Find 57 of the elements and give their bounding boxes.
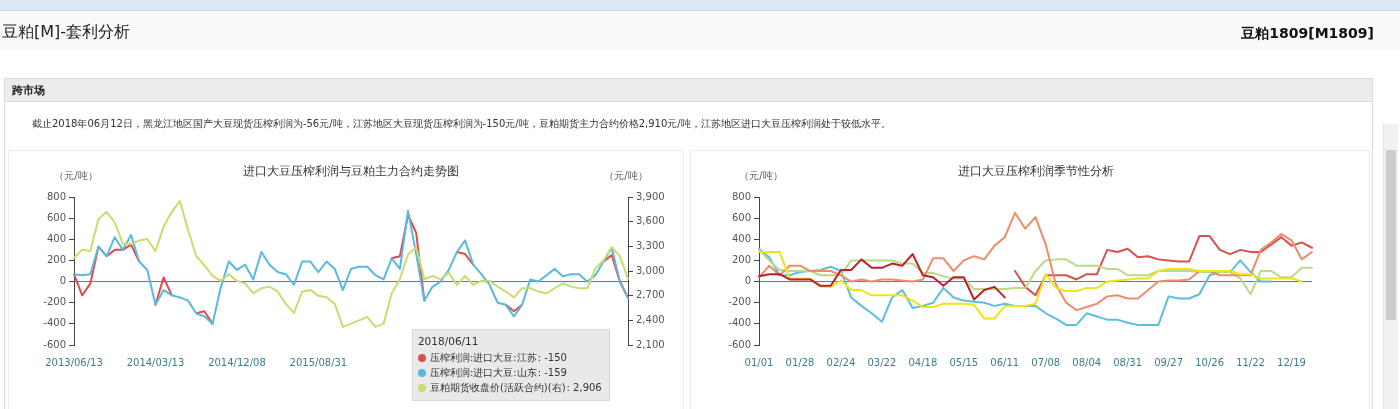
x-tick-label: 2013/06/13	[45, 356, 103, 368]
legend-label: 压榨利润:进口大豆:山东	[429, 367, 537, 378]
x-tick-label: 2014/12/08	[208, 356, 266, 368]
y-tick-label: 800	[46, 190, 66, 202]
x-tick-label: 01/28	[785, 356, 815, 368]
y-axis-title: （元/吨）	[54, 169, 98, 181]
y-tick-label: -400	[43, 317, 66, 329]
y-tick-label: 0	[59, 275, 66, 287]
y-tick-label: 200	[731, 254, 751, 266]
legend-label: 压榨利润:进口大豆:江苏	[429, 352, 537, 363]
x-tick-label: 2015/08/31	[289, 356, 348, 368]
y-tick-label: -200	[728, 296, 751, 308]
text: : 2,906	[566, 382, 602, 393]
text: : -150	[537, 352, 567, 363]
x-tick-label: 12/19	[1277, 356, 1306, 368]
y-tick-label: 400	[731, 232, 751, 244]
y-tick-label: 600	[731, 211, 751, 223]
y2-tick-label: 2,400	[636, 313, 665, 325]
y-tick-label: 400	[46, 232, 66, 244]
text: 豆粕[M]-套利分析	[2, 22, 131, 43]
y-tick-label: -600	[43, 338, 66, 350]
y2-tick-label: 2,700	[636, 289, 665, 301]
y2-tick-label: 3,300	[636, 239, 665, 251]
y-tick-label: -200	[43, 296, 66, 308]
x-tick-label: 09/27	[1154, 356, 1184, 368]
y-tick-label: 800	[731, 190, 751, 202]
chart-title: 进口大豆压榨利润季节性分析	[957, 164, 1114, 179]
y2-tick-label: 3,000	[636, 264, 665, 276]
y-tick-label: -600	[728, 338, 751, 350]
x-tick-label: 08/31	[1113, 356, 1143, 368]
y-tick-label: -400	[728, 317, 751, 329]
x-tick-label: 11/22	[1236, 356, 1265, 368]
x-tick-label: 08/04	[1072, 356, 1102, 368]
text: 跨市场	[12, 83, 45, 98]
x-tick-label: 05/15	[949, 356, 979, 368]
x-tick-label: 2014/03/13	[126, 356, 185, 368]
y-tick-label: 200	[46, 254, 66, 266]
y-tick-label: 0	[744, 275, 751, 287]
x-tick-label: 03/22	[867, 356, 897, 368]
y2-tick-label: 3,600	[636, 215, 665, 227]
legend-title: 2018/06/11	[417, 334, 480, 349]
y2-tick-label: 2,100	[636, 338, 665, 350]
legend-label: 豆粕期货收盘价(活跃合约)(右)	[429, 382, 566, 393]
x-tick-label: 06/11	[990, 356, 1020, 368]
x-tick-label: 02/24	[826, 356, 856, 368]
text: : -159	[537, 367, 567, 378]
text: 豆粕1809[M1809]	[1241, 25, 1374, 43]
chart-title: 进口大豆压榨利润与豆粕主力合约走势图	[243, 164, 459, 179]
x-tick-label: 04/18	[908, 356, 938, 368]
y2-tick-label: 3,900	[636, 190, 665, 202]
text: 截止2018年06月12日，黑龙江地区国产大豆现货压榨利润为-56元/吨，江苏地区大豆现货压榨利润为-150元/吨，豆粕期货主力合约价格2,910元/吨，江苏地区进口大豆压榨利润处于较低水平。	[32, 117, 891, 131]
x-tick-label: 01/01	[744, 356, 774, 368]
x-tick-label: 10/26	[1195, 356, 1225, 368]
y-tick-label: 600	[46, 211, 66, 223]
y-axis-title: （元/吨）	[739, 169, 783, 181]
y2-axis-title: （元/吨）	[604, 169, 648, 181]
x-tick-label: 07/08	[1031, 356, 1061, 368]
